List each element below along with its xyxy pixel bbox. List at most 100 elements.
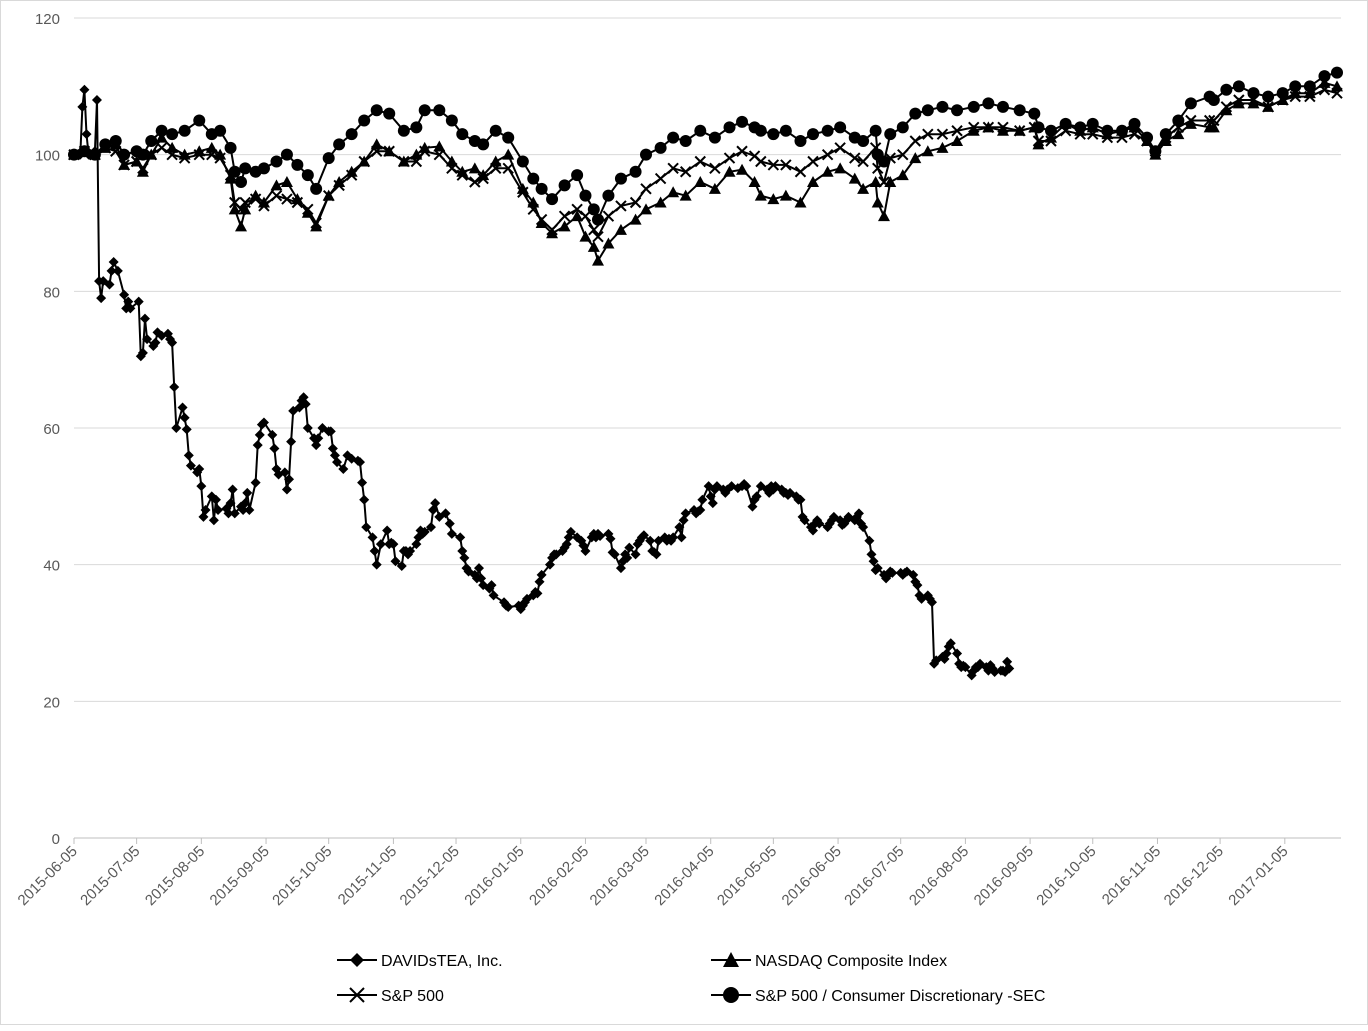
data-point <box>967 124 980 136</box>
data-point <box>571 210 584 222</box>
data-point <box>1331 80 1343 92</box>
data-point <box>137 347 148 358</box>
data-point <box>624 542 635 553</box>
data-point <box>630 549 641 560</box>
data-point <box>302 423 313 433</box>
data-point <box>779 124 792 137</box>
data-point <box>145 148 157 161</box>
data-point <box>654 141 667 154</box>
x-tick-label: 2016-02-05 <box>526 843 592 909</box>
data-point <box>425 522 436 533</box>
data-point <box>587 203 600 216</box>
y-tick-label: 80 <box>43 284 60 301</box>
data-point <box>767 193 780 205</box>
x-tick-label: 2015-12-05 <box>397 843 463 909</box>
data-point <box>654 196 667 208</box>
data-point <box>433 140 446 152</box>
data-point <box>240 498 251 509</box>
data-point <box>821 165 834 177</box>
data-point <box>614 172 627 185</box>
x-tick-label: 2016-08-05 <box>906 843 972 909</box>
x-tick-label: 2016-03-05 <box>587 843 653 909</box>
data-point <box>196 481 207 492</box>
x-tick-label: 2015-11-05 <box>335 843 400 908</box>
legend-item: NASDAQ Composite Index <box>711 952 947 970</box>
data-point <box>535 217 548 228</box>
data-point <box>1045 135 1057 147</box>
data-point <box>997 121 1009 134</box>
data-point <box>280 148 293 161</box>
data-point <box>723 165 736 177</box>
data-point <box>546 193 559 206</box>
data-point <box>77 101 88 112</box>
data-point <box>667 162 679 175</box>
data-point <box>951 135 964 146</box>
data-point <box>936 128 949 140</box>
data-point <box>118 148 131 161</box>
data-point <box>936 141 949 153</box>
data-point <box>418 104 431 117</box>
data-point <box>871 196 884 208</box>
legend-label: S&P 500 <box>381 988 444 1005</box>
x-tick-label: 2016-04-05 <box>651 843 717 909</box>
data-point <box>679 189 692 201</box>
data-point <box>1220 101 1233 113</box>
data-point <box>1208 114 1220 127</box>
data-point <box>667 186 680 198</box>
data-point <box>869 176 882 187</box>
data-point <box>325 426 336 437</box>
data-point <box>1318 76 1331 88</box>
data-point <box>166 141 179 153</box>
data-point <box>193 114 206 127</box>
data-point <box>872 563 883 574</box>
data-point <box>177 402 188 413</box>
data-point <box>397 124 410 137</box>
data-point <box>1304 90 1316 103</box>
data-point <box>1184 117 1197 129</box>
gridlines <box>74 17 1341 702</box>
data-point <box>1207 121 1220 133</box>
data-point <box>694 176 707 187</box>
data-point <box>224 141 237 154</box>
data-point <box>456 169 469 181</box>
data-point <box>1086 117 1099 130</box>
data-point <box>1289 80 1302 93</box>
data-point <box>516 155 529 168</box>
data-point <box>909 152 922 164</box>
data-point <box>332 457 343 468</box>
data-point <box>736 145 748 157</box>
data-point <box>877 210 890 222</box>
data-point <box>546 224 558 236</box>
data-point <box>370 145 383 157</box>
data-point <box>1074 121 1087 134</box>
data-point <box>489 124 502 137</box>
data-point <box>258 417 269 428</box>
data-point <box>279 467 290 478</box>
data-point <box>877 155 890 168</box>
data-point <box>849 152 861 164</box>
data-point <box>1044 124 1057 137</box>
data-point <box>383 145 395 157</box>
data-point <box>517 186 529 198</box>
data-point <box>286 436 297 447</box>
data-point <box>477 172 489 185</box>
data-point <box>229 508 240 519</box>
data-point <box>680 508 691 519</box>
data-point <box>851 511 862 522</box>
data-point <box>108 256 119 267</box>
plot-area-series <box>68 66 1343 681</box>
data-point <box>748 176 761 187</box>
data-point <box>535 182 548 195</box>
y-tick-label: 0 <box>52 831 60 848</box>
data-point <box>390 556 401 567</box>
y-tick-label: 120 <box>35 11 60 28</box>
data-point <box>794 135 807 147</box>
x-axis: 2015-06-052015-07-052015-08-052015-09-05… <box>15 837 1341 909</box>
data-point <box>1028 107 1041 120</box>
data-point <box>896 121 909 134</box>
data-point <box>1172 114 1185 127</box>
data-point <box>629 165 642 178</box>
data-point <box>834 162 847 174</box>
data-point <box>301 169 314 182</box>
data-point <box>1032 135 1045 147</box>
